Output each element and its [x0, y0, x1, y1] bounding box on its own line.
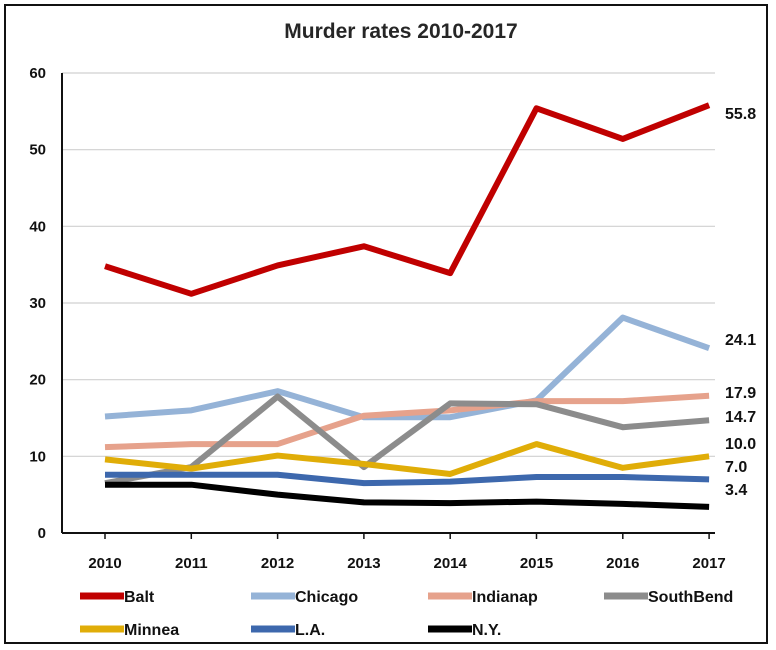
x-tick-label: 2017	[692, 555, 725, 572]
legend-label: Indianap	[472, 589, 538, 606]
end-label: 7.0	[725, 459, 747, 476]
series-line-l-a	[105, 471, 710, 487]
x-tick-label: 2015	[520, 555, 553, 572]
legend: Balt Chicago Indianap SouthBend Minnea L.A. N.…	[80, 589, 733, 639]
end-label: 17.9	[725, 385, 756, 402]
legend-item-chicago: Chicago	[251, 589, 358, 606]
legend-item-balt: Balt	[80, 589, 155, 606]
y-axis-ticks: 0 10 20 30 40 50 60	[29, 65, 46, 542]
end-label: 3.4	[725, 482, 747, 499]
end-labels: 55.8 24.1 17.9 14.7 10.0 7.0 3.4	[725, 106, 756, 499]
x-axis-ticks: 2010 2011 2012 2013 2014 2015 2016 2017	[88, 533, 726, 572]
chart-title: Murder rates 2010-2017	[284, 20, 517, 43]
y-tick-label: 50	[29, 142, 46, 159]
gridlines	[62, 72, 715, 457]
y-tick-label: 0	[38, 525, 46, 542]
x-tick-label: 2012	[261, 555, 294, 572]
legend-item-southbend: SouthBend	[604, 589, 733, 606]
x-tick-label: 2013	[347, 555, 380, 572]
x-tick-label: 2011	[175, 555, 208, 572]
end-label: 10.0	[725, 436, 756, 453]
y-tick-label: 40	[29, 218, 46, 235]
x-tick-label: 2010	[88, 555, 121, 572]
legend-item-minnea: Minnea	[80, 622, 179, 639]
legend-item-n-y: N.Y.	[428, 622, 501, 639]
end-label: 55.8	[725, 106, 756, 123]
series-line-chicago	[104, 314, 711, 421]
legend-label: Balt	[124, 589, 155, 606]
legend-item-l-a: L.A.	[251, 622, 325, 639]
y-tick-label: 60	[29, 65, 46, 82]
end-label: 14.7	[725, 409, 756, 426]
y-tick-label: 30	[29, 295, 46, 312]
series-line-balt	[104, 102, 711, 297]
series-line-minnea	[104, 441, 710, 477]
legend-label: N.Y.	[472, 622, 501, 639]
series-line-indianap	[104, 392, 710, 451]
series-lines	[104, 102, 711, 510]
y-tick-label: 10	[29, 448, 46, 465]
legend-item-indianap: Indianap	[428, 589, 538, 606]
x-tick-label: 2016	[606, 555, 639, 572]
legend-label: Chicago	[295, 589, 358, 606]
series-line-n-y	[105, 481, 710, 510]
legend-label: Minnea	[124, 622, 179, 639]
axes	[61, 73, 715, 534]
legend-label: SouthBend	[648, 589, 733, 606]
end-label: 24.1	[725, 332, 756, 349]
series-line-southbend	[104, 393, 710, 487]
y-tick-label: 20	[29, 372, 46, 389]
legend-label: L.A.	[295, 622, 325, 639]
x-tick-label: 2014	[434, 555, 468, 572]
